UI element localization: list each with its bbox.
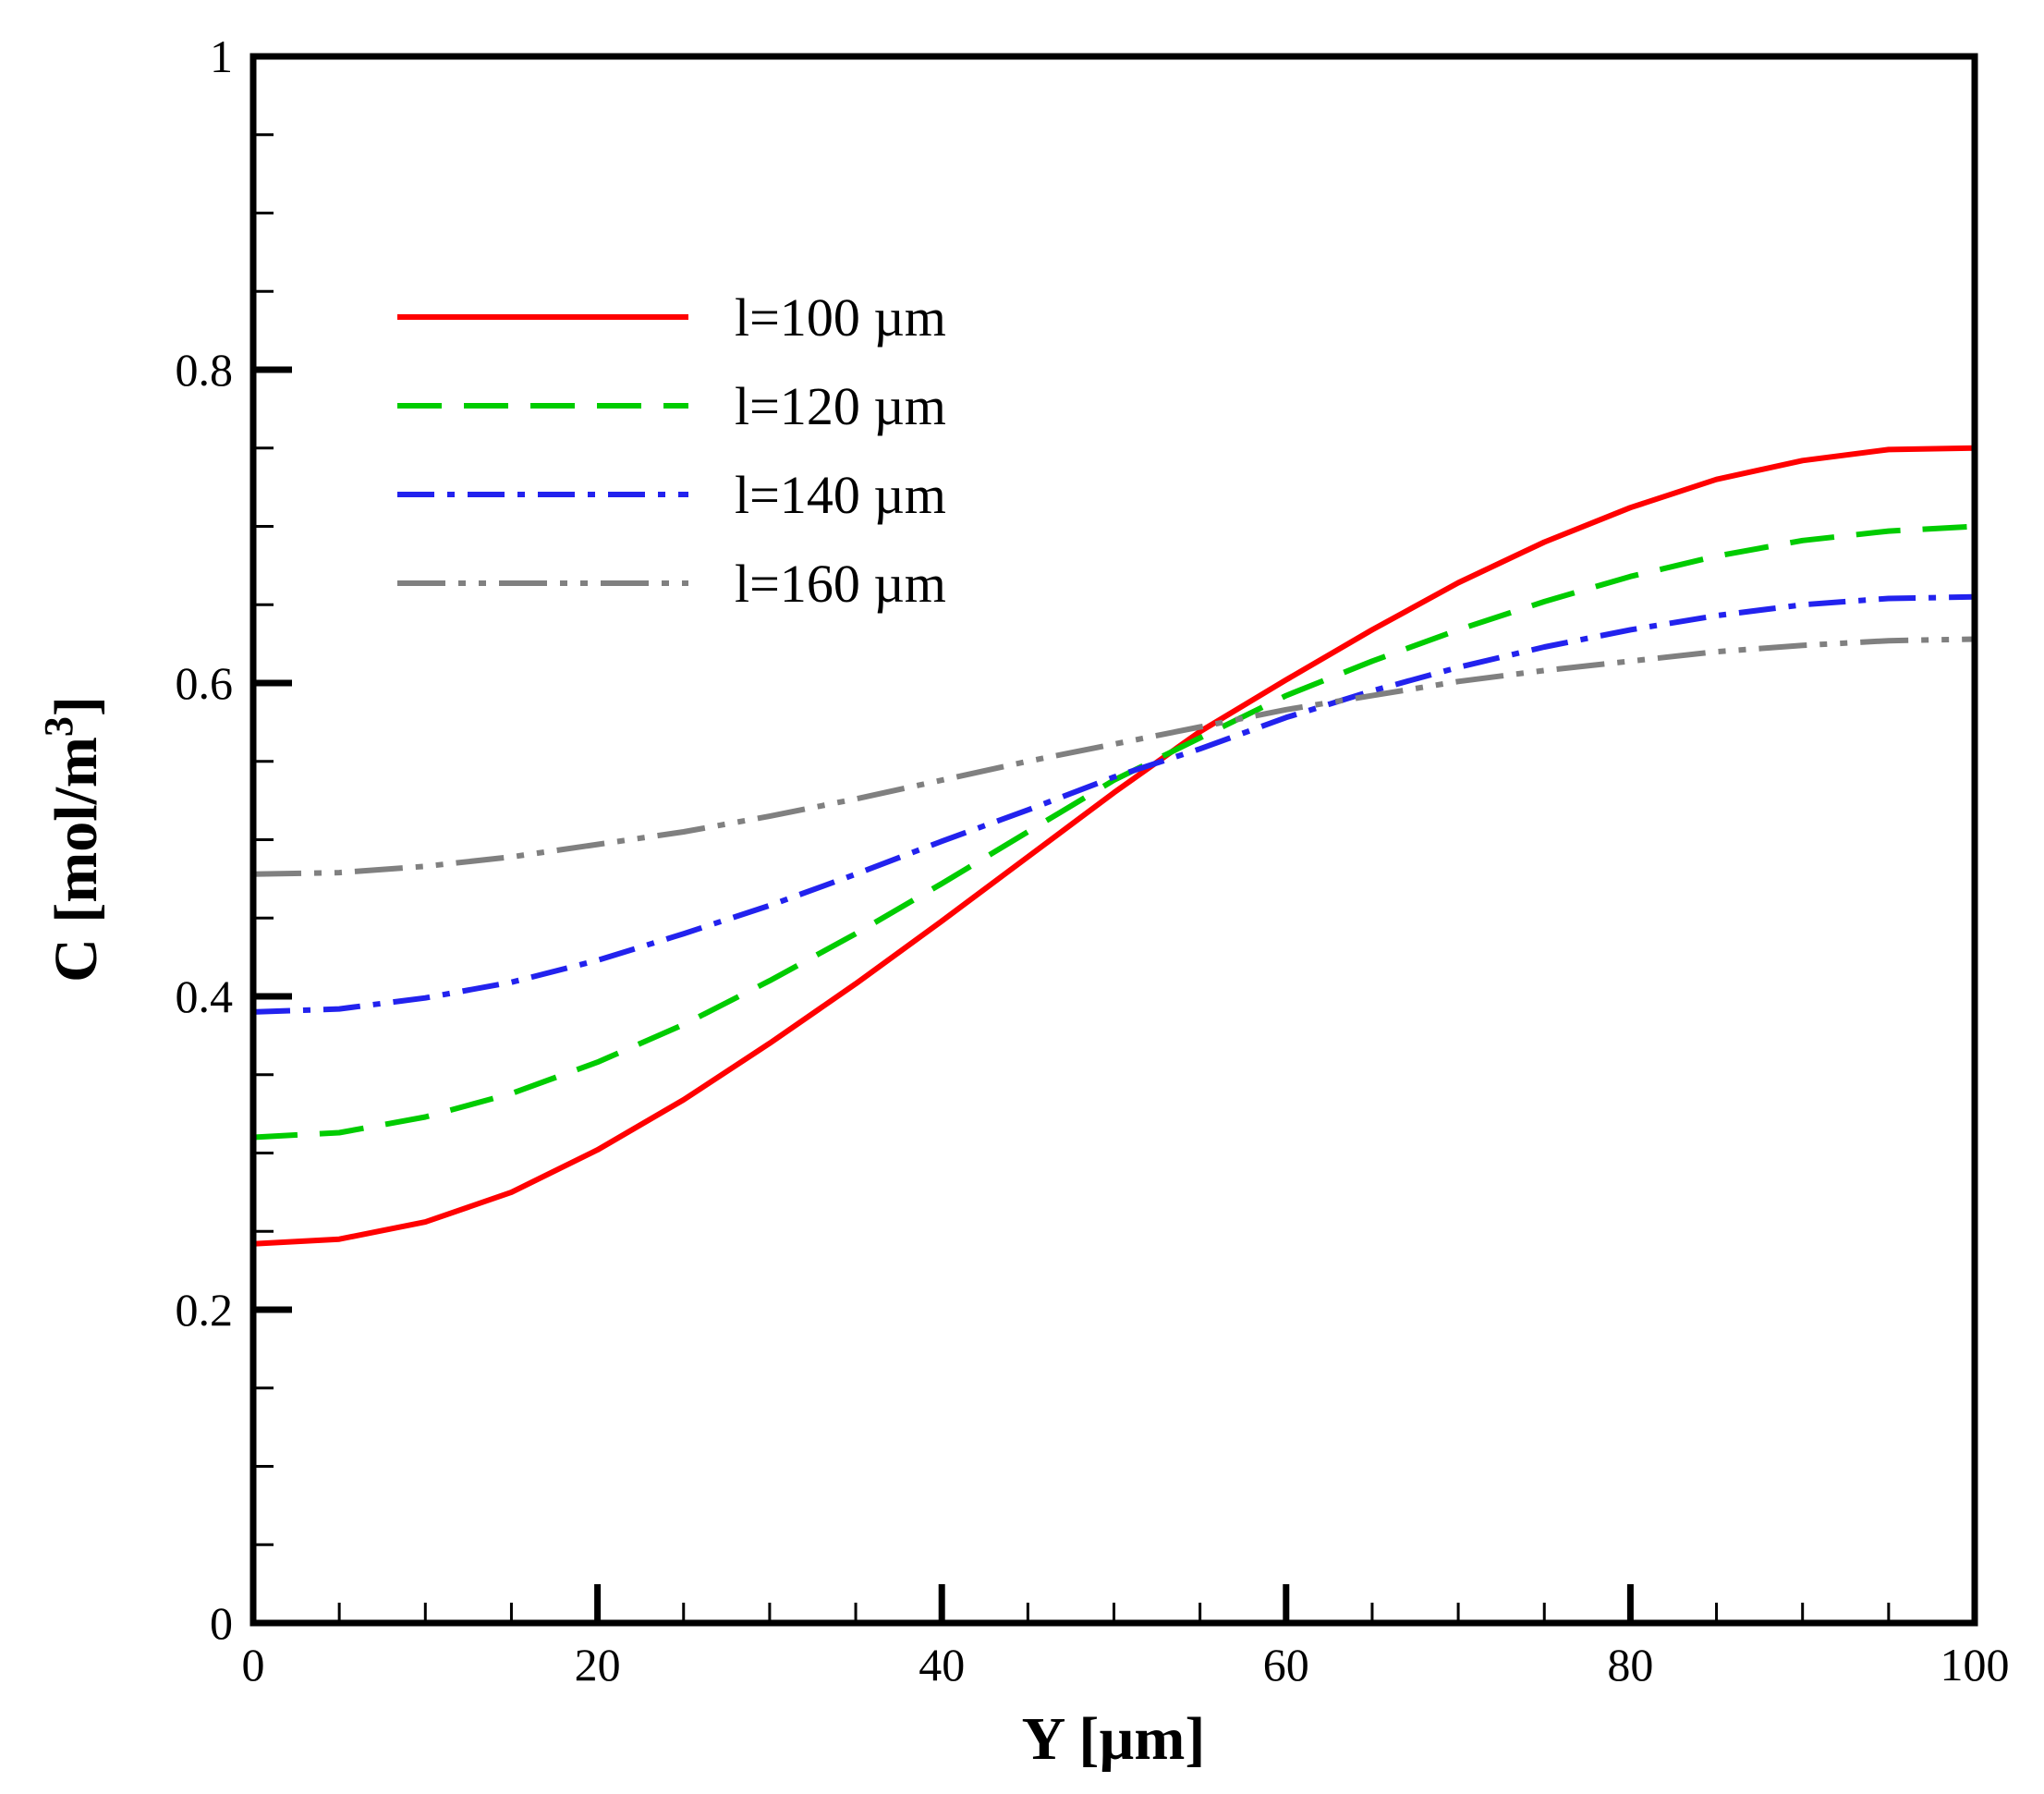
ticks-layer: [249, 53, 1978, 1627]
y-axis-title: C [mol/m3]: [36, 696, 110, 982]
legend-label-2: l=120 µm: [735, 376, 946, 436]
x-tick-label: 0: [242, 1639, 265, 1690]
series-line-2: [253, 523, 1975, 1141]
legend-label-4: l=160 µm: [735, 554, 946, 614]
y-axis-title-close: ]: [43, 696, 110, 716]
series-line-3: [253, 593, 1975, 1015]
legend-label-3: l=140 µm: [735, 465, 946, 525]
tick-labels-layer: 0 20 40 60 80 100 0 0.2 0.4 0.6 0.8 1: [176, 31, 2010, 1690]
y-tick-label: 0.6: [176, 657, 234, 709]
x-tick-label: 60: [1263, 1639, 1309, 1690]
y-axis-title-superscript: 3: [36, 716, 81, 737]
series-line-1: [253, 445, 1975, 1247]
x-tick-label: 80: [1607, 1639, 1653, 1690]
x-tick-label: 100: [1941, 1639, 2010, 1690]
y-tick-label: 1: [210, 31, 233, 82]
y-tick-label: 0.2: [176, 1284, 234, 1336]
x-tick-label: 40: [919, 1639, 965, 1690]
x-axis-title: Y [µm]: [1022, 1705, 1206, 1773]
y-tick-label: 0: [210, 1597, 233, 1649]
y-tick-label: 0.8: [176, 344, 234, 396]
series-line-4: [253, 636, 1975, 877]
legend: l=100 µm l=120 µm l=140 µm l=160 µm: [397, 287, 946, 614]
series-layer: [253, 445, 1975, 1247]
y-tick-label: 0.4: [176, 970, 234, 1022]
x-tick-label: 20: [575, 1639, 621, 1690]
y-axis-title-main: C [mol/m: [43, 737, 110, 982]
legend-label-1: l=100 µm: [735, 287, 946, 348]
